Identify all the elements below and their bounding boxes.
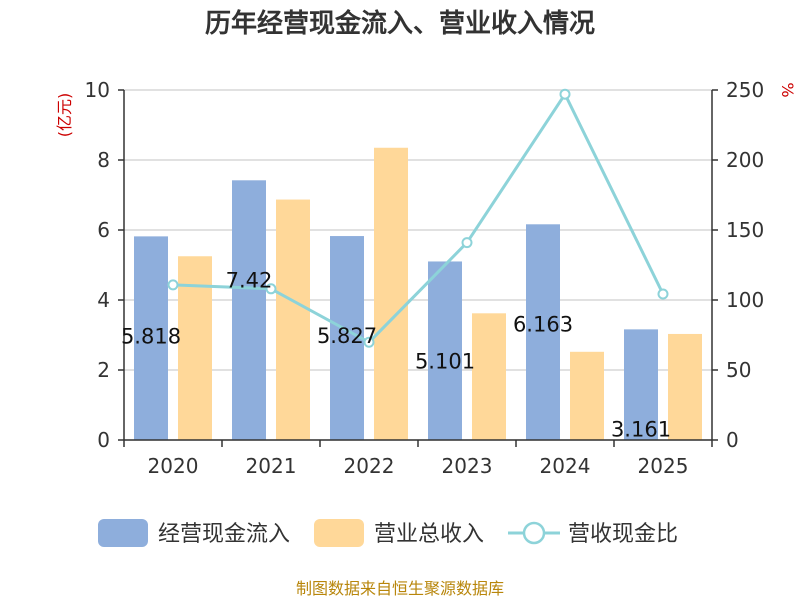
- bar: [134, 236, 168, 440]
- x-tick-label: 2025: [638, 454, 689, 478]
- legend-label: 经营现金流入: [158, 522, 290, 547]
- series-line: [172, 91, 665, 345]
- legend-label: 营业总收入: [374, 522, 484, 547]
- y-right-unit: %: [778, 82, 797, 97]
- y-left-tick-label: 10: [85, 78, 110, 102]
- legend-swatch: [98, 519, 148, 547]
- legend-swatch: [314, 519, 364, 547]
- grid-lines: [124, 89, 712, 441]
- bar: [374, 147, 408, 440]
- chart-title: 历年经营现金流入、营业收入情况: [205, 8, 595, 39]
- data-label: 3.161: [611, 417, 671, 441]
- point: [363, 336, 375, 348]
- data-label: 6.163: [513, 312, 573, 336]
- y-left-tick-label: 0: [97, 428, 110, 452]
- bar: [624, 329, 658, 440]
- y-right-tick-label: 250: [726, 78, 764, 102]
- line-series: [167, 88, 669, 348]
- y-right-tick-label: 100: [726, 288, 764, 312]
- x-tick-label: 2021: [246, 454, 297, 478]
- point: [559, 88, 571, 100]
- legend-label: 营收现金比: [568, 522, 678, 547]
- y-left-tick-label: 6: [97, 218, 110, 242]
- bar: [472, 313, 506, 440]
- data-label: 5.827: [317, 324, 377, 348]
- bar: [428, 261, 462, 440]
- source-note: 制图数据来自恒生聚源数据库: [296, 579, 504, 598]
- y-left-tick-label: 2: [97, 358, 110, 382]
- y-left-tick-label: 8: [97, 148, 110, 172]
- bar: [570, 351, 604, 440]
- x-tick-label: 2023: [442, 454, 493, 478]
- x-tick-label: 2020: [148, 454, 199, 478]
- y-right-tick-label: 200: [726, 148, 764, 172]
- legend: 经营现金流入 营业总收入 营收现金比: [98, 519, 678, 547]
- data-labels: 5.818 7.42 5.827 5.101 6.163 3.161: [121, 268, 671, 441]
- data-label: 5.818: [121, 324, 181, 348]
- bar: [232, 180, 266, 441]
- y-right-tick-label: 0: [726, 428, 739, 452]
- y-left-unit: (亿元): [55, 93, 74, 138]
- point: [265, 283, 277, 295]
- data-label: 7.42: [226, 268, 273, 292]
- y-right-tick-label: 150: [726, 218, 764, 242]
- x-tick-label: 2022: [344, 454, 395, 478]
- point: [461, 237, 473, 249]
- bar: [668, 333, 702, 440]
- legend-marker: [522, 521, 546, 545]
- x-tick-label: 2024: [540, 454, 591, 478]
- bar: [276, 199, 310, 440]
- bar: [526, 224, 560, 440]
- data-label: 5.101: [415, 349, 475, 373]
- point: [657, 288, 669, 300]
- point: [167, 279, 179, 291]
- y-left-tick-label: 4: [97, 288, 110, 312]
- bar-group: [134, 147, 702, 441]
- y-right-tick-label: 50: [726, 358, 751, 382]
